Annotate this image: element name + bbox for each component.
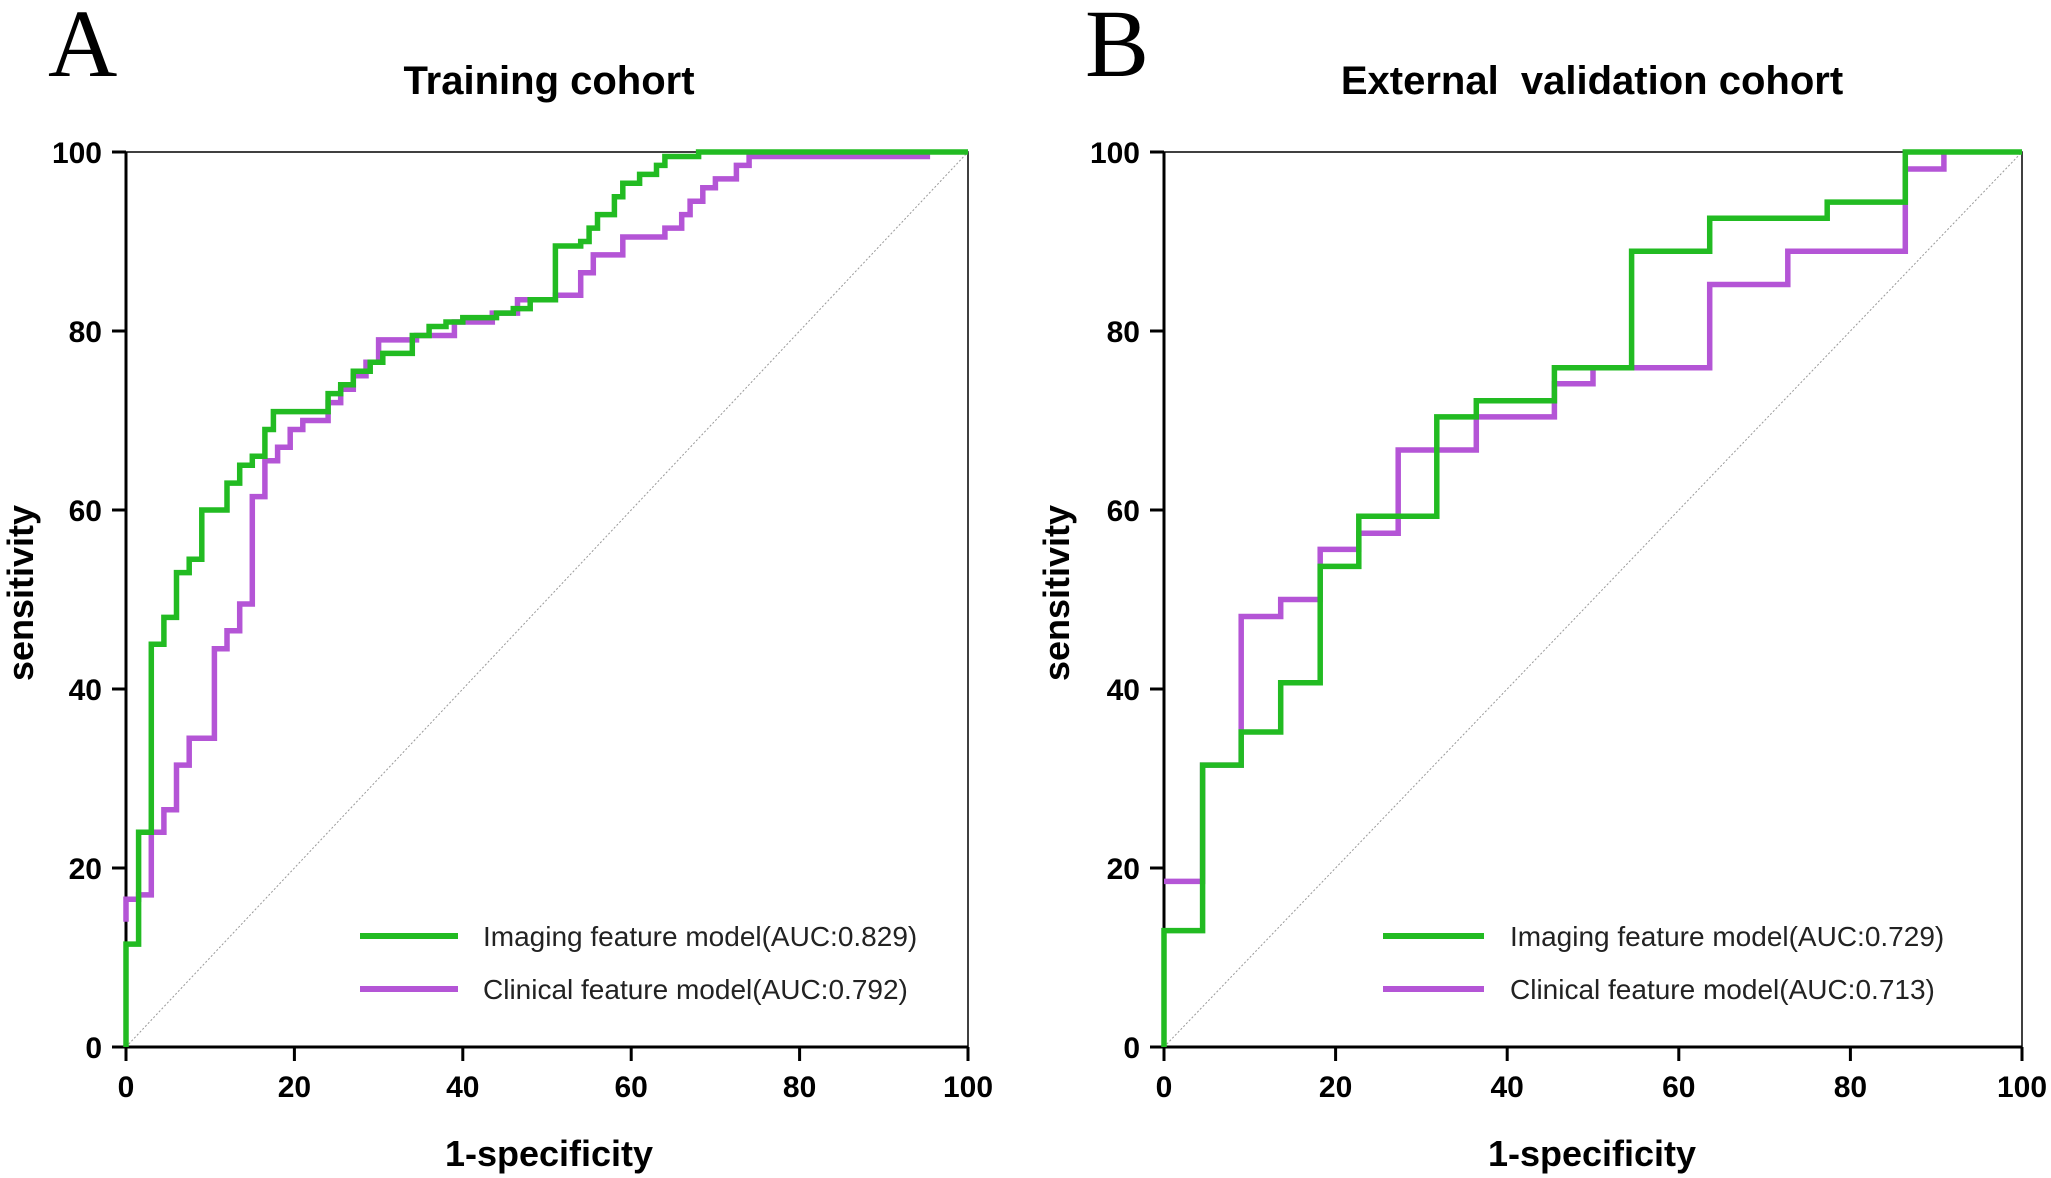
reference-diagonal (125, 151, 969, 1048)
panel-letter: B (1085, 0, 1149, 97)
y-axis-label: sensitivity (1036, 505, 1077, 681)
y-tick-label: 40 (1107, 674, 1140, 707)
y-tick-label: 60 (1107, 495, 1140, 528)
x-tick-label: 100 (943, 1071, 993, 1104)
x-tick-label: 80 (1834, 1071, 1867, 1104)
x-tick-label: 40 (446, 1071, 479, 1104)
y-tick-label: 100 (1090, 137, 1140, 170)
plot-area: 0 20 40 60 80 100 0 20 40 60 80 100 (52, 137, 993, 1104)
y-tick-label: 0 (85, 1032, 102, 1065)
x-tick-label: 40 (1491, 1071, 1524, 1104)
legend: Imaging feature model(AUC:0.729) Clinica… (1383, 921, 1944, 1005)
legend-label-imaging: Imaging feature model(AUC:0.829) (483, 921, 917, 952)
roc-curve-clinical (1164, 152, 1947, 885)
x-tick-label: 0 (1156, 1071, 1173, 1104)
x-tick-label: 20 (1319, 1071, 1352, 1104)
x-axis-label: 1-specificity (1488, 1133, 1696, 1174)
y-tick-label: 20 (1107, 853, 1140, 886)
y-tick-label: 100 (52, 137, 102, 170)
y-tick-label: 60 (69, 495, 102, 528)
x-tick-label: 0 (118, 1071, 135, 1104)
panel-a: A Training cohort 1-specificity sensitiv… (0, 0, 993, 1174)
y-tick-label: 80 (1107, 316, 1140, 349)
roc-curve-clinical (123, 153, 931, 922)
panel-letter: A (48, 0, 117, 97)
x-tick-label: 80 (783, 1071, 816, 1104)
y-tick-label: 40 (69, 674, 102, 707)
plot-area: 0 20 40 60 80 100 0 20 40 60 80 100 (1090, 137, 2047, 1104)
roc-curve-imaging (123, 149, 968, 1047)
x-tick-label: 60 (615, 1071, 648, 1104)
roc-curve-imaging (1161, 149, 2022, 1047)
y-axis-label: sensitivity (0, 505, 41, 681)
panel-b: B External validation cohort 1-specifici… (1036, 0, 2047, 1174)
y-tick-label: 80 (69, 316, 102, 349)
chart-title: External validation cohort (1341, 59, 1843, 103)
chart-title: Training cohort (403, 59, 694, 103)
legend: Imaging feature model(AUC:0.829) Clinica… (360, 921, 917, 1005)
y-tick-label: 20 (69, 853, 102, 886)
x-tick-label: 20 (278, 1071, 311, 1104)
x-axis-label: 1-specificity (445, 1133, 653, 1174)
y-tick-label: 0 (1123, 1032, 1140, 1065)
legend-label-imaging: Imaging feature model(AUC:0.729) (1510, 921, 1944, 952)
reference-diagonal (1163, 151, 2023, 1048)
x-tick-label: 60 (1662, 1071, 1695, 1104)
legend-label-clinical: Clinical feature model(AUC:0.792) (483, 974, 908, 1005)
x-tick-label: 100 (1997, 1071, 2047, 1104)
legend-label-clinical: Clinical feature model(AUC:0.713) (1510, 974, 1935, 1005)
